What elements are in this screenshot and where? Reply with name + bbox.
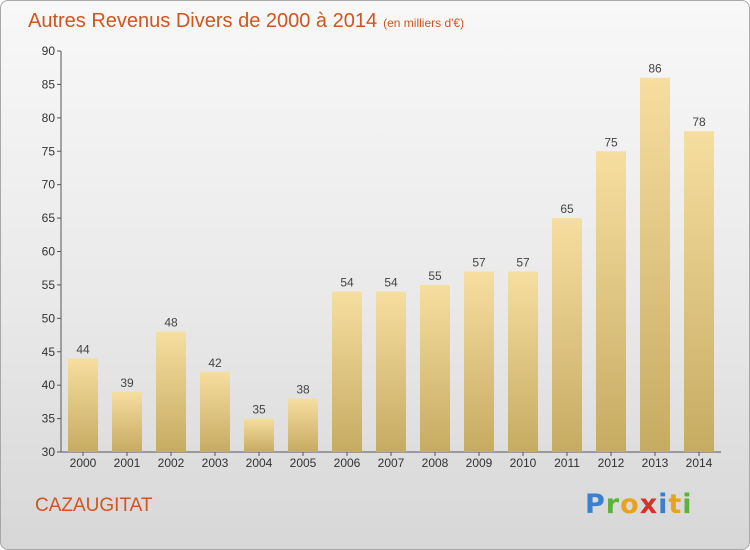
data-label: 35 [252,403,266,417]
data-label: 44 [76,342,90,356]
y-tick-label: 85 [42,77,56,91]
bar [596,151,626,452]
data-label: 65 [560,202,574,216]
bar [376,291,406,452]
x-tick-label: 2009 [466,456,493,470]
bar [112,391,142,452]
y-tick-label: 30 [42,445,56,459]
logo-letter: P [585,489,606,520]
bar [684,131,714,452]
data-label: 54 [340,276,354,290]
commune-name: CAZAUGITAT [35,495,153,516]
y-tick-label: 65 [42,211,56,225]
bar [640,77,670,452]
bar [508,271,538,452]
y-tick-label: 55 [42,278,56,292]
bar [288,398,318,452]
logo-letter: o [620,489,640,520]
bar [156,331,186,452]
logo-letter: i [682,489,693,520]
y-tick-label: 80 [42,111,56,125]
y-tick-label: 50 [42,311,56,325]
x-tick-label: 2005 [290,456,317,470]
y-tick-label: 90 [42,44,56,58]
x-tick-label: 2001 [114,456,141,470]
x-tick-label: 2008 [422,456,449,470]
chart-title: Autres Revenus Divers de 2000 à 2014 (en … [28,10,464,33]
x-tick-label: 2012 [598,456,625,470]
data-label: 39 [120,376,134,390]
data-label: 42 [208,356,222,370]
logo-letter: t [668,489,683,520]
bar [200,371,230,452]
x-tick-label: 2000 [70,456,97,470]
bar [552,218,582,452]
y-tick-label: 60 [42,245,56,259]
proxiti-logo: Proxiti [585,489,693,520]
x-tick-label: 2010 [510,456,537,470]
x-tick-label: 2013 [642,456,669,470]
chart-bars [68,77,714,452]
x-tick-label: 2011 [554,456,580,470]
chart-title-unit: (en milliers d'€) [383,16,465,30]
logo-letter: r [605,489,621,520]
logo-letter: i [658,489,669,520]
x-tick-label: 2002 [158,456,185,470]
x-tick-label: 2004 [246,456,273,470]
data-label: 78 [692,115,706,129]
bar [464,271,494,452]
x-tick-label: 2003 [202,456,229,470]
bar [332,291,362,452]
bar [420,284,450,452]
x-tick-label: 2006 [334,456,361,470]
y-tick-label: 45 [42,345,56,359]
data-label: 38 [296,383,310,397]
data-label: 86 [648,62,662,76]
bar [68,358,98,452]
y-tick-label: 35 [42,412,56,426]
y-tick-label: 75 [42,144,56,158]
chart-title-main: Autres Revenus Divers de 2000 à 2014 [28,10,378,32]
data-label: 57 [516,256,530,270]
chart-data-labels: 44 39 48 42 35 38 54 54 55 57 57 65 75 86 78 [76,62,706,417]
data-label: 57 [472,256,486,270]
data-label: 54 [384,276,398,290]
data-label: 55 [428,269,442,283]
data-label: 75 [604,135,618,149]
x-tick-label: 2007 [378,456,405,470]
y-tick-label: 40 [42,378,56,392]
bar [244,418,274,452]
logo-letter: x [639,489,659,520]
x-tick-label: 2014 [686,456,713,470]
data-label: 48 [164,316,178,330]
y-tick-label: 70 [42,178,56,192]
